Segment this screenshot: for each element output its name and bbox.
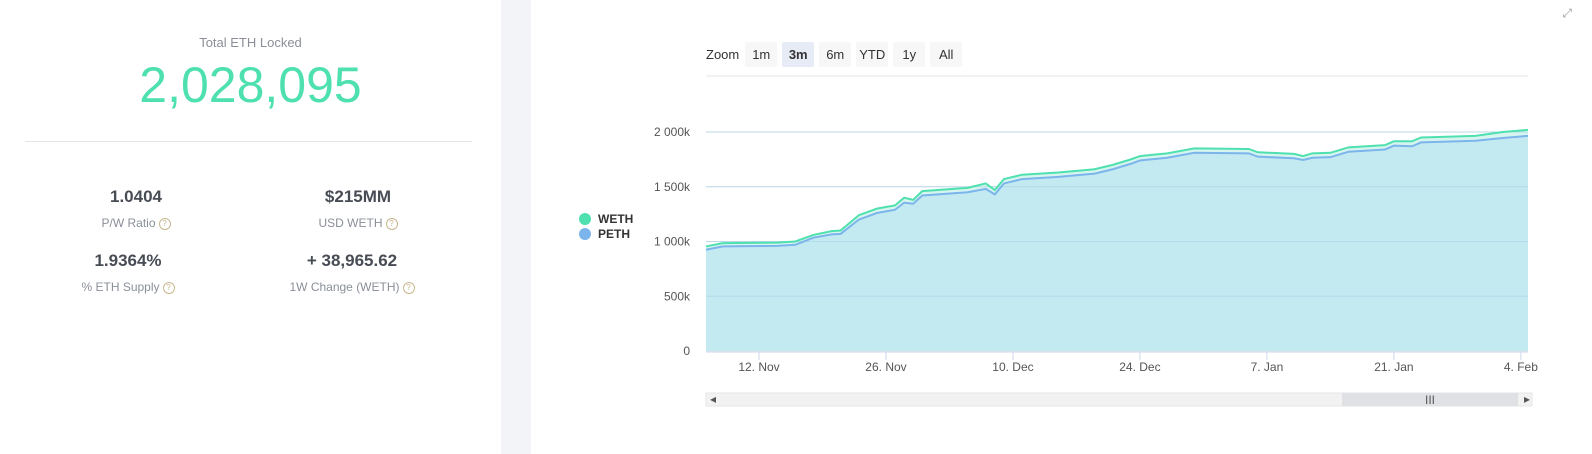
stat-value: $215MM (324, 187, 392, 206)
legend-item-weth[interactable]: WETH (579, 211, 633, 226)
peth-dot-icon (579, 227, 591, 240)
stat-value: 1.0404 (110, 187, 162, 206)
stat-pw-ratio: 1.0404 P/W Ratio? (16, 187, 256, 230)
zoom-selector: Zoom 1m 3m 6m YTD 1y All (706, 42, 967, 67)
legend-label: WETH (598, 211, 634, 226)
summary-panel: Total ETH Locked 2,028,095 1.0404 P/W Ra… (0, 0, 501, 454)
zoom-button-all[interactable]: All (930, 42, 963, 67)
y-tick-label: 2 000k (654, 125, 691, 139)
area-peth (706, 135, 1528, 351)
chart-panel: ⤢ Zoom 1m 3m 6m YTD 1y All WETH PETH 0 500k 1 0… (531, 0, 1592, 454)
total-eth-locked-label: Total ETH Locked (199, 35, 302, 50)
zoom-button-ytd[interactable]: YTD (856, 42, 889, 67)
stat-label: % ETH Supply (81, 280, 160, 294)
weth-dot-icon (579, 212, 591, 225)
help-icon[interactable]: ? (402, 281, 415, 294)
stat-value: + 38,965.62 (306, 251, 398, 270)
legend-item-peth[interactable]: PETH (579, 226, 633, 241)
x-tick-label: 12. Nov (738, 360, 779, 374)
help-icon[interactable]: ? (162, 281, 175, 294)
stat-value: 1.9364% (94, 251, 162, 270)
legend: WETH PETH (579, 211, 633, 241)
y-tick-label: 500k (664, 289, 691, 303)
divider (25, 141, 472, 142)
help-icon[interactable]: ? (385, 217, 398, 230)
x-tick-label: 7. Jan (1251, 360, 1284, 374)
x-tick-label: 24. Dec (1119, 360, 1160, 374)
legend-label: PETH (598, 226, 631, 241)
stat-eth-supply: 1.9364% % ETH Supply? (8, 251, 248, 294)
help-icon[interactable]: ? (158, 217, 171, 230)
zoom-button-3m[interactable]: 3m (782, 42, 815, 67)
zoom-button-1m[interactable]: 1m (745, 42, 778, 67)
y-tick-label: 0 (683, 344, 690, 358)
x-tick-label: 21. Jan (1374, 360, 1413, 374)
scrollbar-thumb[interactable] (1342, 393, 1518, 406)
y-tick-label: 1 500k (654, 180, 691, 194)
zoom-button-6m[interactable]: 6m (819, 42, 852, 67)
stat-label: USD WETH (318, 216, 383, 230)
scrollbar-track[interactable] (705, 392, 1533, 407)
scroll-left-icon: ◂ (710, 392, 716, 406)
x-tick-label: 10. Dec (992, 360, 1033, 374)
x-tick-label: 4. Feb (1504, 360, 1538, 374)
stat-1w-change: + 38,965.62 1W Change (WETH)? (232, 251, 472, 294)
zoom-label: Zoom (706, 47, 740, 62)
expand-icon[interactable]: ⤢ (1562, 6, 1572, 20)
stat-usd-weth: $215MM USD WETH? (238, 187, 478, 230)
area-chart: 0 500k 1 000k 1 500k 2 000k 12. Nov 26. Nov 10.… (654, 75, 1538, 407)
x-tick-label: 26. Nov (865, 360, 906, 374)
stat-label: 1W Change (WETH) (289, 280, 400, 294)
zoom-button-1y[interactable]: 1y (893, 42, 926, 67)
scrollbar-grip-icon: III (1425, 393, 1435, 407)
y-tick-label: 1 000k (654, 235, 691, 249)
total-eth-locked-value: 2,028,095 (139, 57, 362, 113)
scroll-right-icon: ▸ (1524, 392, 1530, 406)
stat-label: P/W Ratio (101, 216, 156, 230)
